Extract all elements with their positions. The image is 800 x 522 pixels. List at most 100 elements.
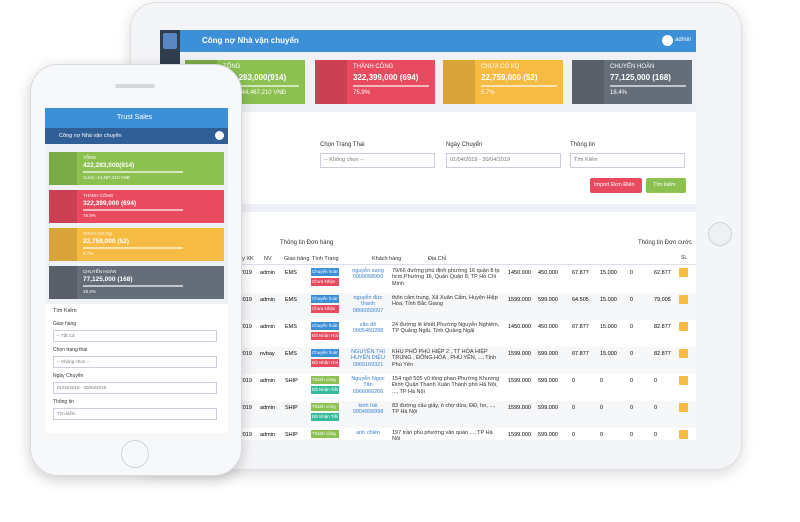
- card-value: 22,759,000 (52): [83, 238, 129, 245]
- cell-number: 1599.000: [508, 378, 531, 384]
- card-value: 422,283,000(914): [83, 162, 135, 169]
- phone-screen: Trust Sales Công nợ Nhà vận chuyển TỔNG 422…: [45, 108, 228, 433]
- phone-button: [121, 440, 149, 468]
- cell-number: 0: [630, 378, 634, 384]
- cell-number: 62.877: [654, 270, 671, 276]
- cell-number: 0: [654, 405, 658, 411]
- status-text: Chưa Nhận: [312, 306, 336, 311]
- row-action[interactable]: [679, 376, 688, 385]
- card-progress: [610, 85, 686, 87]
- import-label: Import Đơn Điện: [594, 182, 635, 188]
- status-text: Chuyển hoàng: [312, 323, 338, 328]
- field-input: [53, 382, 217, 394]
- cell-number: 82.877: [654, 351, 671, 357]
- cell-number: 0: [572, 405, 576, 411]
- card-sub: 18.4%: [610, 90, 628, 96]
- cell-number: 0: [654, 378, 658, 384]
- cell-customer: kinh hải 0904899998: [352, 403, 384, 416]
- cell-number: 67.877: [572, 324, 589, 330]
- row-action[interactable]: [679, 295, 688, 304]
- field-value: Tìm kiếm: [57, 411, 76, 416]
- cell-customer: NGUYỄN THỊ HUYỀN DIỆU 0969169321: [351, 349, 385, 368]
- search-label: Tìm kiếm: [653, 182, 676, 188]
- card-sub: 75.9%: [83, 213, 96, 218]
- cell-number: 15.000: [600, 297, 617, 303]
- card-sub: 5.7%: [481, 90, 495, 96]
- cell-staff: admin: [260, 324, 275, 330]
- field-input: [53, 330, 217, 342]
- row-action[interactable]: [679, 268, 688, 277]
- card-value: 77,125,000 (168): [83, 276, 133, 283]
- status-badge: [311, 332, 339, 340]
- column-header: NV: [264, 256, 272, 262]
- status-badge: [311, 376, 339, 384]
- cell-number: 67.877: [572, 351, 589, 357]
- status-text: Đã Nhận Hoàn: [312, 333, 338, 338]
- cell-number: 1599.000: [508, 405, 531, 411]
- cell-ship: EMS: [285, 351, 297, 357]
- cell-address: 83 đường cầu giấy, ô chợ dừa, ĐĐ, hn, ..…: [392, 403, 496, 416]
- column-header: Tình Trạng: [312, 256, 339, 262]
- row-action[interactable]: [679, 349, 688, 358]
- group-header: Thông tin Đơn hàng: [280, 240, 334, 246]
- status-text: Thành công: [312, 431, 336, 436]
- card-icon-area: [572, 60, 604, 104]
- cell-number: 15.000: [600, 324, 617, 330]
- cell-number: 1450.000: [508, 270, 531, 276]
- cell-number: 0: [630, 297, 634, 303]
- row-action[interactable]: [679, 403, 688, 412]
- filter-input: [570, 153, 685, 168]
- card-value: 322,399,000 (694): [83, 200, 137, 207]
- card-label: CHƯA CÓ KQ: [481, 64, 520, 70]
- card-sub: Cước: 44,467,210 VNĐ: [83, 175, 131, 180]
- row-action[interactable]: [679, 322, 688, 331]
- status-text: Chưa Nhận: [312, 279, 336, 284]
- app-title: Trust Sales: [117, 114, 153, 121]
- cell-staff: admin: [260, 405, 275, 411]
- cell-staff: nvbay: [260, 351, 275, 357]
- top-bar: [180, 30, 696, 52]
- status-badge: [311, 403, 339, 411]
- cell-customer: nguyễn đức thanh 0866059097: [352, 295, 384, 314]
- cell-number: 64.505: [572, 297, 589, 303]
- stat-card: [49, 266, 224, 299]
- status-text: Chuyển hoàng: [312, 296, 338, 301]
- import-button[interactable]: [590, 178, 642, 193]
- cell-number: 0: [630, 270, 634, 276]
- cell-staff: admin: [260, 432, 275, 438]
- cell-number: 599.000: [538, 378, 558, 384]
- group-header: Thông tin Đơn cước: [638, 240, 692, 246]
- status-badge: [311, 278, 339, 286]
- status-badge: [311, 268, 339, 276]
- filter-input: [320, 153, 435, 168]
- cell-number: 0: [654, 432, 658, 438]
- cell-number: 450.000: [538, 324, 558, 330]
- card-value: 322,399,000 (694): [353, 73, 419, 82]
- field-label: Ngày Chuyển: [53, 373, 84, 379]
- row-action[interactable]: [679, 430, 688, 439]
- stat-card: [443, 60, 563, 104]
- top-bar: [45, 108, 228, 128]
- cell-address: 197 trần phú phường văn quán ..., TP Hà …: [392, 430, 493, 440]
- filter-value: 01/04/2019 - 30/04/2019: [450, 157, 510, 163]
- status-badge: [311, 305, 339, 313]
- card-label: CHUYỂN HOÀN: [610, 64, 655, 70]
- logo: [163, 33, 177, 49]
- cell-number: 599.000: [538, 351, 558, 357]
- search-button[interactable]: [646, 178, 686, 193]
- card-value: 77,125,000 (168): [610, 73, 671, 82]
- card-icon-area: [315, 60, 347, 104]
- cell-address: 79/66 đường phú định phường 16 quận 8 tp…: [392, 268, 500, 287]
- filter-label: Ngày Chuyển: [446, 142, 483, 148]
- column-header: Ngày XK: [232, 256, 254, 262]
- cell-number: 79.005: [654, 297, 671, 303]
- card-progress: [353, 85, 429, 87]
- card-label: THÀNH CÔNG: [83, 193, 114, 198]
- cell-number: 0: [600, 432, 604, 438]
- row-stripe: [180, 401, 696, 428]
- status-badge: [311, 295, 339, 303]
- cell-number: 599.000: [538, 297, 558, 303]
- field-label: Thông tin: [53, 399, 74, 405]
- cell-staff: admin: [260, 297, 275, 303]
- group-header: SL: [681, 255, 688, 261]
